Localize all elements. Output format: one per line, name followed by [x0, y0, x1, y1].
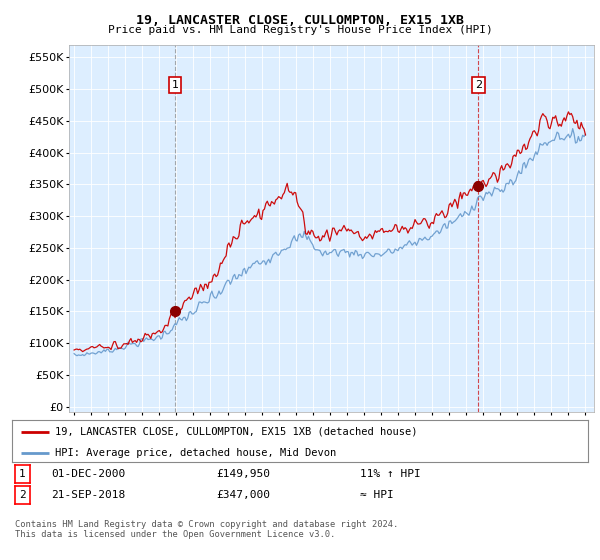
- Text: 19, LANCASTER CLOSE, CULLOMPTON, EX15 1XB (detached house): 19, LANCASTER CLOSE, CULLOMPTON, EX15 1X…: [55, 427, 418, 437]
- Text: 1: 1: [19, 469, 26, 479]
- Text: ≈ HPI: ≈ HPI: [360, 490, 394, 500]
- Text: Price paid vs. HM Land Registry's House Price Index (HPI): Price paid vs. HM Land Registry's House …: [107, 25, 493, 35]
- Text: £149,950: £149,950: [216, 469, 270, 479]
- Text: 19, LANCASTER CLOSE, CULLOMPTON, EX15 1XB: 19, LANCASTER CLOSE, CULLOMPTON, EX15 1X…: [136, 14, 464, 27]
- Text: HPI: Average price, detached house, Mid Devon: HPI: Average price, detached house, Mid …: [55, 448, 337, 458]
- Text: 21-SEP-2018: 21-SEP-2018: [51, 490, 125, 500]
- Text: Contains HM Land Registry data © Crown copyright and database right 2024.
This d: Contains HM Land Registry data © Crown c…: [15, 520, 398, 539]
- Text: 2: 2: [19, 490, 26, 500]
- Text: 1: 1: [172, 80, 179, 90]
- Text: 2: 2: [475, 80, 482, 90]
- Text: £347,000: £347,000: [216, 490, 270, 500]
- Text: 11% ↑ HPI: 11% ↑ HPI: [360, 469, 421, 479]
- Text: 01-DEC-2000: 01-DEC-2000: [51, 469, 125, 479]
